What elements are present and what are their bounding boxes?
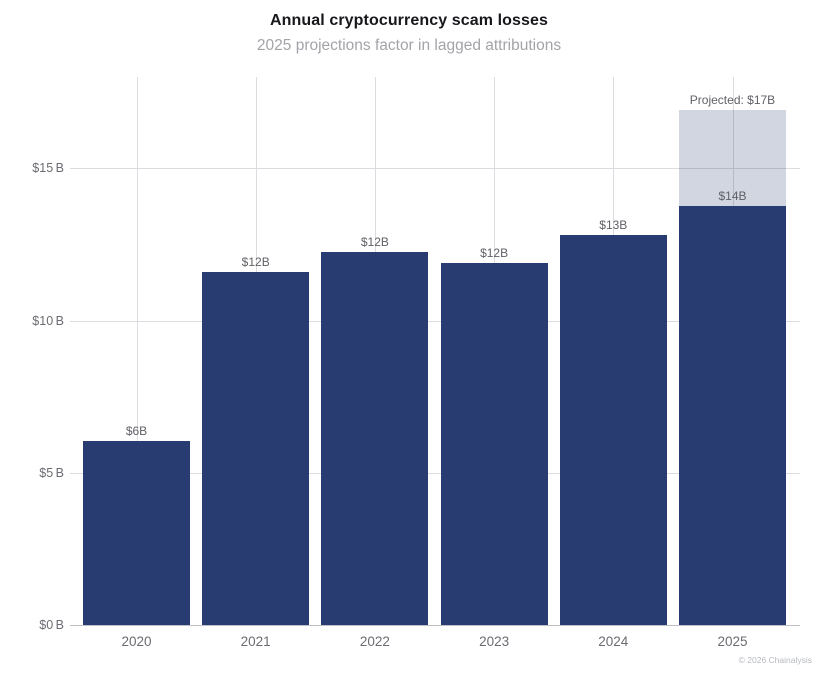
x-axis-tick-label: 2024 xyxy=(598,634,629,649)
bar-2022 xyxy=(321,252,429,625)
y-gridline xyxy=(70,320,800,322)
y-axis-tick-label: $10 B xyxy=(32,313,64,328)
bar-value-label: $14B xyxy=(718,189,747,204)
attribution-credit: © 2026 Chainalysis xyxy=(738,655,812,665)
y-gridline xyxy=(70,472,800,474)
bar-value-label: $12B xyxy=(241,254,270,269)
y-axis-tick-label: $15 B xyxy=(32,161,64,176)
bar-2020 xyxy=(83,440,190,625)
bar-2024 xyxy=(559,235,667,625)
x-axis-baseline xyxy=(70,625,800,626)
projected-annotation: Projected: $17B xyxy=(689,93,776,108)
x-axis-tick-label: 2025 xyxy=(717,634,748,649)
x-axis-tick-label: 2022 xyxy=(359,634,390,649)
bar-2023 xyxy=(440,262,548,625)
bar-value-label: $13B xyxy=(599,218,628,233)
bar-value-label: $6B xyxy=(125,423,148,438)
x-gridline xyxy=(136,77,138,625)
y-axis-tick-label: $5 B xyxy=(39,465,64,480)
y-gridline xyxy=(70,168,800,170)
x-axis-tick-label: 2021 xyxy=(240,634,271,649)
bar-2025 xyxy=(679,206,786,625)
bar-value-label: $12B xyxy=(360,235,389,250)
chart-subtitle: 2025 projections factor in lagged attrib… xyxy=(256,37,562,54)
y-axis-tick-label: $0 B xyxy=(39,618,64,632)
x-axis-tick-label: 2020 xyxy=(121,634,152,649)
bar-2021 xyxy=(202,271,310,625)
x-axis-tick-label: 2023 xyxy=(479,634,510,649)
chart-title: Annual cryptocurrency scam losses xyxy=(269,12,549,29)
bar-value-label: $12B xyxy=(480,245,509,260)
